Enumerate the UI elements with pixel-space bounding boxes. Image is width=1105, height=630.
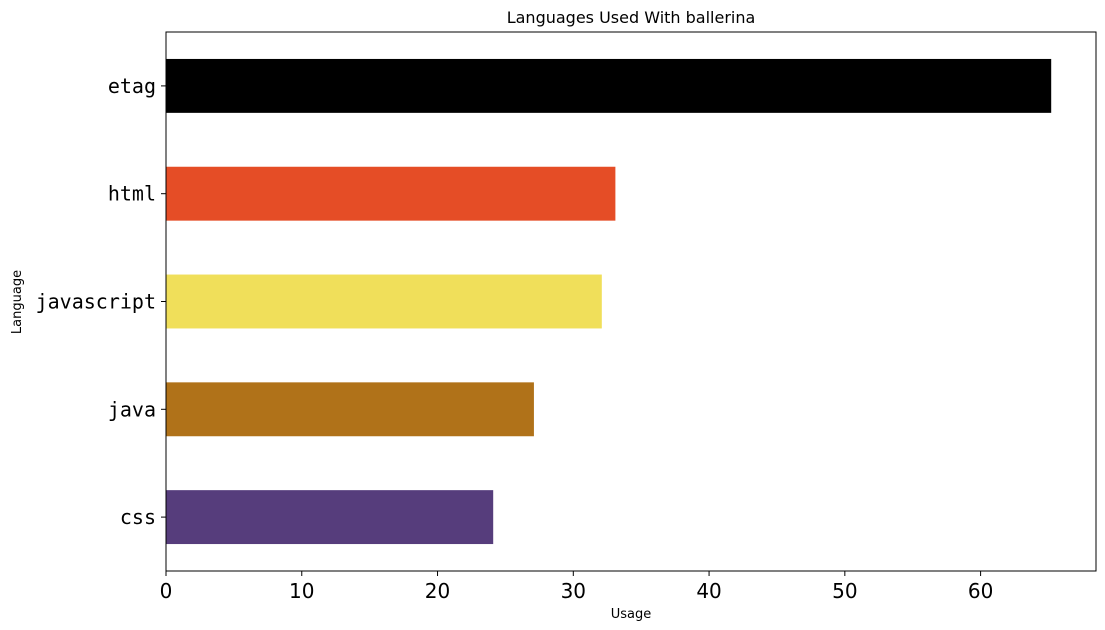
- y-tick-label: css: [120, 505, 156, 529]
- bar-css: [166, 490, 494, 545]
- x-tick-label: 10: [289, 579, 314, 603]
- x-tick-label: 60: [968, 579, 993, 603]
- y-tick-label: etag: [108, 74, 156, 98]
- bars-group: [166, 58, 1052, 545]
- y-axis-label: Language: [10, 270, 25, 334]
- y-tick-label: java: [108, 397, 156, 421]
- bar-java: [166, 382, 534, 437]
- plot-frame: [165, 31, 1097, 572]
- bar-etag: [166, 58, 1052, 113]
- y-tick-label: html: [108, 182, 156, 206]
- x-tick-label: 20: [425, 579, 450, 603]
- x-tick-label: 0: [160, 579, 173, 603]
- x-tick-label: 30: [561, 579, 586, 603]
- chart-title: Languages Used With ballerina: [507, 8, 756, 27]
- x-axis-label: Usage: [611, 607, 652, 622]
- x-axis-ticks: 0 10 20 30 40 50 60: [160, 571, 993, 603]
- x-tick-label: 50: [832, 579, 857, 603]
- y-axis-ticks: etag html javascript java css: [36, 74, 166, 529]
- bar-javascript: [166, 274, 602, 329]
- bar-html: [166, 166, 616, 221]
- y-tick-label: javascript: [36, 290, 156, 314]
- x-tick-label: 40: [696, 579, 721, 603]
